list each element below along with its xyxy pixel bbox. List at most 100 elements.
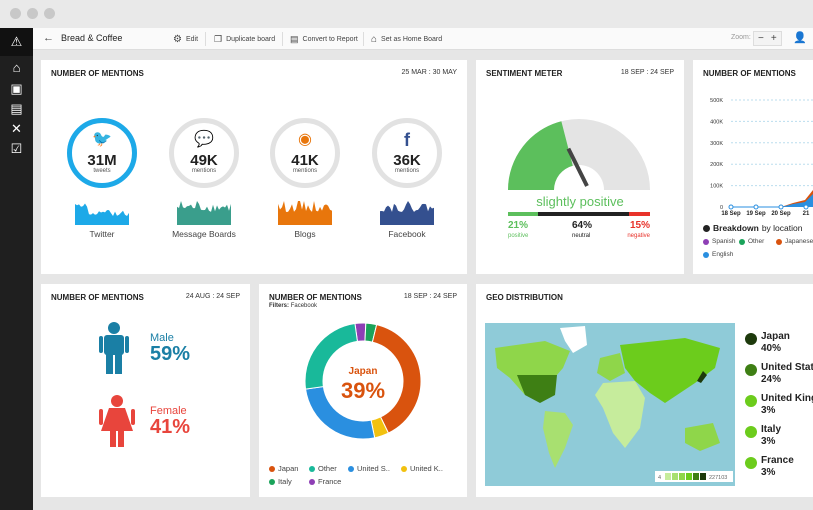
y-tick-label: 400K bbox=[710, 119, 723, 125]
maximize-window-button[interactable] bbox=[44, 8, 55, 19]
legend-label: English bbox=[712, 251, 734, 258]
channel-value: 31M bbox=[87, 152, 117, 169]
date-range[interactable]: 24 AUG : 24 SEP bbox=[185, 293, 240, 300]
legend-swatch bbox=[309, 465, 315, 472]
legend-item[interactable]: United S.. bbox=[348, 464, 390, 473]
x-tick-label: 18 Sep bbox=[721, 211, 741, 217]
legend-item[interactable]: Japan bbox=[269, 464, 298, 473]
copy-icon: ❐ bbox=[214, 34, 223, 44]
sentiment-verdict: slightly positive bbox=[536, 194, 624, 209]
date-range[interactable]: 18 SEP : 24 SEP bbox=[620, 69, 674, 76]
convert-label: Convert to Report bbox=[302, 36, 358, 43]
neutral-pct: 64% bbox=[572, 220, 593, 231]
channel-sparkline bbox=[75, 203, 129, 225]
tasks-icon[interactable]: ☑ bbox=[10, 141, 23, 156]
legend-item[interactable]: Other bbox=[739, 238, 764, 245]
legend-swatch bbox=[745, 333, 757, 345]
convert-to-report-button[interactable]: ▤ Convert to Report bbox=[290, 34, 358, 45]
home-icon[interactable]: ⌂ bbox=[12, 60, 21, 75]
legend-swatch bbox=[745, 457, 757, 469]
legend-swatch bbox=[269, 465, 275, 472]
back-button[interactable]: ← bbox=[43, 32, 54, 44]
legend-item[interactable]: Japanese bbox=[776, 238, 813, 245]
legend-item[interactable]: France bbox=[309, 477, 341, 486]
duplicate-board-button[interactable]: ❐ Duplicate board bbox=[214, 34, 275, 45]
channel-name: Message Boards bbox=[172, 229, 236, 239]
legend-label: Other bbox=[318, 464, 337, 473]
breakdown-bold: Breakdown bbox=[713, 223, 759, 233]
asia bbox=[620, 338, 720, 403]
dashboard-icon[interactable]: ▣ bbox=[10, 81, 23, 96]
data-point[interactable] bbox=[728, 204, 734, 210]
rss-icon: ◉ bbox=[298, 131, 312, 148]
date-range[interactable]: 18 SEP : 24 SEP bbox=[403, 293, 457, 300]
legend-item[interactable]: Other bbox=[309, 464, 337, 473]
legend-swatch bbox=[703, 251, 709, 258]
data-point[interactable] bbox=[803, 204, 809, 210]
negative-segment bbox=[628, 212, 650, 216]
scale-swatch bbox=[693, 473, 699, 480]
legend-item[interactable]: United K.. bbox=[401, 464, 443, 473]
facebook-icon: f bbox=[404, 130, 410, 150]
panel-title: NUMBER OF MENTIONS bbox=[51, 69, 144, 78]
geo-legend-item[interactable]: United States24% bbox=[745, 362, 813, 386]
twitter-icon: 🐦 bbox=[92, 131, 112, 148]
geo-legend-item[interactable]: United Kingdom3% bbox=[745, 393, 813, 417]
set-home-board-button[interactable]: ⌂ Set as Home Board bbox=[371, 34, 442, 45]
country-pct: 3% bbox=[761, 436, 776, 447]
legend-swatch bbox=[401, 465, 407, 472]
country-pct: 24% bbox=[761, 374, 782, 385]
world-map[interactable]: 4 227103 bbox=[485, 323, 735, 486]
channel-ring: ◉ 41K mentions bbox=[270, 118, 340, 188]
female-pct: 41% bbox=[150, 416, 191, 438]
neutral-segment bbox=[537, 212, 629, 216]
donut-center-pct: 39% bbox=[340, 378, 386, 403]
user-settings-icon[interactable]: 👤 bbox=[793, 32, 807, 44]
data-point[interactable] bbox=[753, 204, 759, 210]
channel-unit: mentions bbox=[191, 168, 217, 174]
geo-legend-item[interactable]: Italy 3% bbox=[745, 424, 781, 448]
panel-title: NUMBER OF MENTIONS bbox=[269, 293, 362, 302]
country-name: Japan bbox=[761, 331, 790, 342]
country-name: United States bbox=[761, 362, 813, 373]
x-tick-label: 20 Sep bbox=[771, 211, 791, 217]
channel-sparkline bbox=[278, 201, 332, 225]
legend-swatch bbox=[745, 364, 757, 376]
close-window-button[interactable] bbox=[10, 8, 21, 19]
scale-swatch bbox=[672, 473, 678, 480]
alert-icon[interactable]: ⚠ bbox=[0, 28, 33, 56]
date-range[interactable]: 25 MAR : 30 MAY bbox=[401, 69, 457, 76]
back-arrow-icon: ← bbox=[43, 32, 54, 44]
home-label: Set as Home Board bbox=[381, 36, 443, 43]
japan bbox=[697, 371, 707, 383]
data-point[interactable] bbox=[778, 204, 784, 210]
minimize-window-button[interactable] bbox=[27, 8, 38, 19]
zoom-in-button[interactable]: + bbox=[770, 33, 777, 44]
panel-title: GEO DISTRIBUTION bbox=[486, 293, 563, 302]
legend-label: Spanish bbox=[712, 238, 736, 245]
gear-icon: ⚙ bbox=[173, 34, 182, 45]
country-name: France bbox=[761, 455, 794, 466]
board-title: Bread & Coffee bbox=[61, 33, 123, 43]
legend-item[interactable]: Italy bbox=[269, 477, 292, 486]
channel-value: 49K bbox=[190, 152, 218, 169]
channel-ring: f 36K mentions bbox=[372, 118, 442, 188]
report-icon[interactable]: ▤ bbox=[10, 101, 23, 116]
edit-button[interactable]: ⚙ Edit bbox=[173, 34, 198, 45]
legend-item[interactable]: Spanish bbox=[703, 238, 736, 245]
donut-slice-other[interactable] bbox=[304, 322, 358, 390]
country-pct: 3% bbox=[761, 405, 776, 416]
channel-name: Facebook bbox=[388, 229, 426, 239]
scale-swatch bbox=[679, 473, 685, 480]
geo-legend-item[interactable]: Japan 40% bbox=[745, 331, 790, 355]
tools-icon[interactable]: ✕ bbox=[11, 121, 22, 136]
zoom-out-button[interactable]: − bbox=[758, 33, 764, 44]
male-icon bbox=[99, 322, 129, 374]
zoom-control: − + bbox=[753, 31, 782, 46]
filter-value: Facebook bbox=[290, 303, 318, 309]
geo-legend-item[interactable]: France 3% bbox=[745, 455, 794, 479]
legend-label: Italy bbox=[278, 477, 292, 486]
neutral-label: neutral bbox=[572, 233, 591, 239]
channel-sparkline bbox=[380, 201, 434, 225]
legend-item[interactable]: English bbox=[703, 251, 733, 258]
